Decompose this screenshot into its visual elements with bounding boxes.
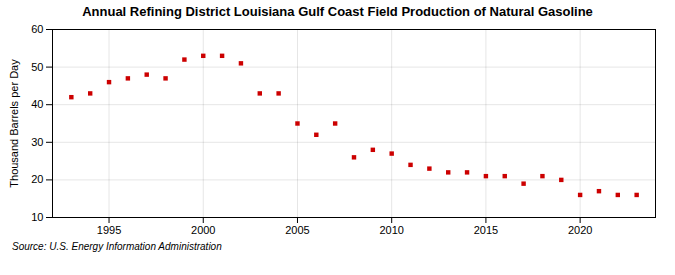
html-text:Annual Refining District Louis: Annual Refining District Louisiana Gulf …: [82, 4, 593, 19]
svg-text:50: 50: [31, 61, 43, 73]
svg-text:2005: 2005: [285, 224, 309, 236]
svg-text:10: 10: [31, 211, 43, 223]
svg-text:1995: 1995: [97, 224, 121, 236]
svg-text:2010: 2010: [379, 224, 403, 236]
svg-text:Thousand Barrels per Day: Thousand Barrels per Day: [8, 59, 20, 188]
svg-text:40: 40: [31, 98, 43, 110]
svg-text:20: 20: [31, 173, 43, 185]
svg-text:2015: 2015: [474, 224, 498, 236]
svg-text:60: 60: [31, 23, 43, 35]
svg-text:2020: 2020: [568, 224, 592, 236]
html-text:Source: U.S. Energy Informatio: Source: U.S. Energy Information Administ…: [12, 241, 222, 252]
svg-text:30: 30: [31, 136, 43, 148]
svg-text:2000: 2000: [191, 224, 215, 236]
